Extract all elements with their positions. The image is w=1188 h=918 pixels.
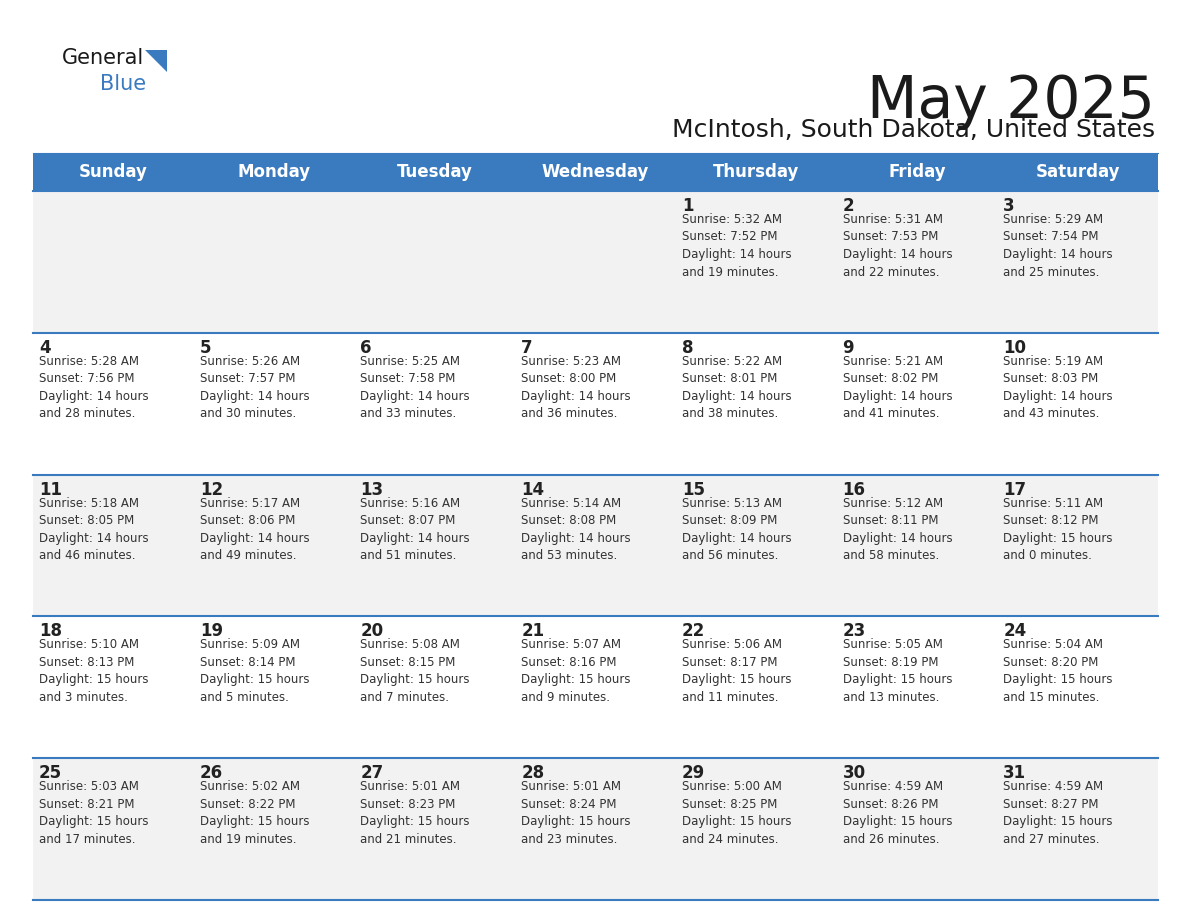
Text: 14: 14 xyxy=(522,481,544,498)
Text: 23: 23 xyxy=(842,622,866,641)
Text: Sunrise: 5:18 AM
Sunset: 8:05 PM
Daylight: 14 hours
and 46 minutes.: Sunrise: 5:18 AM Sunset: 8:05 PM Dayligh… xyxy=(39,497,148,562)
Text: Sunrise: 5:02 AM
Sunset: 8:22 PM
Daylight: 15 hours
and 19 minutes.: Sunrise: 5:02 AM Sunset: 8:22 PM Dayligh… xyxy=(200,780,309,845)
Text: 30: 30 xyxy=(842,764,866,782)
Text: 11: 11 xyxy=(39,481,62,498)
Text: 18: 18 xyxy=(39,622,62,641)
Text: Sunrise: 5:19 AM
Sunset: 8:03 PM
Daylight: 14 hours
and 43 minutes.: Sunrise: 5:19 AM Sunset: 8:03 PM Dayligh… xyxy=(1004,354,1113,420)
Text: 19: 19 xyxy=(200,622,223,641)
Text: 5: 5 xyxy=(200,339,211,357)
Text: Sunrise: 5:04 AM
Sunset: 8:20 PM
Daylight: 15 hours
and 15 minutes.: Sunrise: 5:04 AM Sunset: 8:20 PM Dayligh… xyxy=(1004,638,1113,704)
Text: Sunrise: 5:09 AM
Sunset: 8:14 PM
Daylight: 15 hours
and 5 minutes.: Sunrise: 5:09 AM Sunset: 8:14 PM Dayligh… xyxy=(200,638,309,704)
Text: Sunrise: 5:29 AM
Sunset: 7:54 PM
Daylight: 14 hours
and 25 minutes.: Sunrise: 5:29 AM Sunset: 7:54 PM Dayligh… xyxy=(1004,213,1113,278)
Text: 21: 21 xyxy=(522,622,544,641)
Text: Sunrise: 5:01 AM
Sunset: 8:24 PM
Daylight: 15 hours
and 23 minutes.: Sunrise: 5:01 AM Sunset: 8:24 PM Dayligh… xyxy=(522,780,631,845)
Text: Sunrise: 5:05 AM
Sunset: 8:19 PM
Daylight: 15 hours
and 13 minutes.: Sunrise: 5:05 AM Sunset: 8:19 PM Dayligh… xyxy=(842,638,952,704)
Text: Sunrise: 5:32 AM
Sunset: 7:52 PM
Daylight: 14 hours
and 19 minutes.: Sunrise: 5:32 AM Sunset: 7:52 PM Dayligh… xyxy=(682,213,791,278)
Text: Sunrise: 5:12 AM
Sunset: 8:11 PM
Daylight: 14 hours
and 58 minutes.: Sunrise: 5:12 AM Sunset: 8:11 PM Dayligh… xyxy=(842,497,953,562)
Text: Sunrise: 5:16 AM
Sunset: 8:07 PM
Daylight: 14 hours
and 51 minutes.: Sunrise: 5:16 AM Sunset: 8:07 PM Dayligh… xyxy=(360,497,470,562)
Text: Thursday: Thursday xyxy=(713,163,800,181)
Text: 4: 4 xyxy=(39,339,51,357)
Text: 3: 3 xyxy=(1004,197,1015,215)
Text: 28: 28 xyxy=(522,764,544,782)
Text: 13: 13 xyxy=(360,481,384,498)
Text: Friday: Friday xyxy=(889,163,946,181)
Text: 24: 24 xyxy=(1004,622,1026,641)
Text: 25: 25 xyxy=(39,764,62,782)
Text: Sunrise: 5:10 AM
Sunset: 8:13 PM
Daylight: 15 hours
and 3 minutes.: Sunrise: 5:10 AM Sunset: 8:13 PM Dayligh… xyxy=(39,638,148,704)
Text: Sunrise: 5:06 AM
Sunset: 8:17 PM
Daylight: 15 hours
and 11 minutes.: Sunrise: 5:06 AM Sunset: 8:17 PM Dayligh… xyxy=(682,638,791,704)
Bar xyxy=(33,758,1158,900)
Text: 22: 22 xyxy=(682,622,706,641)
Text: Sunrise: 5:23 AM
Sunset: 8:00 PM
Daylight: 14 hours
and 36 minutes.: Sunrise: 5:23 AM Sunset: 8:00 PM Dayligh… xyxy=(522,354,631,420)
Bar xyxy=(33,616,1158,758)
Bar xyxy=(33,153,1158,191)
Text: Sunrise: 5:08 AM
Sunset: 8:15 PM
Daylight: 15 hours
and 7 minutes.: Sunrise: 5:08 AM Sunset: 8:15 PM Dayligh… xyxy=(360,638,470,704)
Text: 2: 2 xyxy=(842,197,854,215)
Text: Sunrise: 5:00 AM
Sunset: 8:25 PM
Daylight: 15 hours
and 24 minutes.: Sunrise: 5:00 AM Sunset: 8:25 PM Dayligh… xyxy=(682,780,791,845)
Text: 17: 17 xyxy=(1004,481,1026,498)
Bar xyxy=(33,333,1158,475)
Text: 15: 15 xyxy=(682,481,704,498)
Text: Sunrise: 4:59 AM
Sunset: 8:27 PM
Daylight: 15 hours
and 27 minutes.: Sunrise: 4:59 AM Sunset: 8:27 PM Dayligh… xyxy=(1004,780,1113,845)
Text: Sunrise: 5:22 AM
Sunset: 8:01 PM
Daylight: 14 hours
and 38 minutes.: Sunrise: 5:22 AM Sunset: 8:01 PM Dayligh… xyxy=(682,354,791,420)
Text: Wednesday: Wednesday xyxy=(542,163,649,181)
Text: McIntosh, South Dakota, United States: McIntosh, South Dakota, United States xyxy=(672,118,1155,142)
Text: Sunrise: 5:28 AM
Sunset: 7:56 PM
Daylight: 14 hours
and 28 minutes.: Sunrise: 5:28 AM Sunset: 7:56 PM Dayligh… xyxy=(39,354,148,420)
Text: 20: 20 xyxy=(360,622,384,641)
Text: 26: 26 xyxy=(200,764,223,782)
Text: Sunrise: 5:14 AM
Sunset: 8:08 PM
Daylight: 14 hours
and 53 minutes.: Sunrise: 5:14 AM Sunset: 8:08 PM Dayligh… xyxy=(522,497,631,562)
Text: 9: 9 xyxy=(842,339,854,357)
Bar xyxy=(33,475,1158,616)
Bar xyxy=(33,191,1158,333)
Text: Sunrise: 5:17 AM
Sunset: 8:06 PM
Daylight: 14 hours
and 49 minutes.: Sunrise: 5:17 AM Sunset: 8:06 PM Dayligh… xyxy=(200,497,309,562)
Text: General: General xyxy=(62,48,144,68)
Text: 8: 8 xyxy=(682,339,694,357)
Text: Sunrise: 5:26 AM
Sunset: 7:57 PM
Daylight: 14 hours
and 30 minutes.: Sunrise: 5:26 AM Sunset: 7:57 PM Dayligh… xyxy=(200,354,309,420)
Text: 10: 10 xyxy=(1004,339,1026,357)
Text: 27: 27 xyxy=(360,764,384,782)
Text: 12: 12 xyxy=(200,481,223,498)
Text: Blue: Blue xyxy=(100,74,146,94)
Text: Sunrise: 4:59 AM
Sunset: 8:26 PM
Daylight: 15 hours
and 26 minutes.: Sunrise: 4:59 AM Sunset: 8:26 PM Dayligh… xyxy=(842,780,952,845)
Text: 6: 6 xyxy=(360,339,372,357)
Text: Sunrise: 5:31 AM
Sunset: 7:53 PM
Daylight: 14 hours
and 22 minutes.: Sunrise: 5:31 AM Sunset: 7:53 PM Dayligh… xyxy=(842,213,953,278)
Text: Sunrise: 5:11 AM
Sunset: 8:12 PM
Daylight: 15 hours
and 0 minutes.: Sunrise: 5:11 AM Sunset: 8:12 PM Dayligh… xyxy=(1004,497,1113,562)
Text: Tuesday: Tuesday xyxy=(397,163,473,181)
Text: 16: 16 xyxy=(842,481,866,498)
Text: Monday: Monday xyxy=(238,163,310,181)
Polygon shape xyxy=(145,50,168,72)
Text: 31: 31 xyxy=(1004,764,1026,782)
Text: Saturday: Saturday xyxy=(1036,163,1120,181)
Text: 7: 7 xyxy=(522,339,532,357)
Text: 29: 29 xyxy=(682,764,706,782)
Text: 1: 1 xyxy=(682,197,694,215)
Text: Sunday: Sunday xyxy=(78,163,147,181)
Text: May 2025: May 2025 xyxy=(867,73,1155,130)
Text: Sunrise: 5:13 AM
Sunset: 8:09 PM
Daylight: 14 hours
and 56 minutes.: Sunrise: 5:13 AM Sunset: 8:09 PM Dayligh… xyxy=(682,497,791,562)
Text: Sunrise: 5:07 AM
Sunset: 8:16 PM
Daylight: 15 hours
and 9 minutes.: Sunrise: 5:07 AM Sunset: 8:16 PM Dayligh… xyxy=(522,638,631,704)
Text: Sunrise: 5:21 AM
Sunset: 8:02 PM
Daylight: 14 hours
and 41 minutes.: Sunrise: 5:21 AM Sunset: 8:02 PM Dayligh… xyxy=(842,354,953,420)
Text: Sunrise: 5:25 AM
Sunset: 7:58 PM
Daylight: 14 hours
and 33 minutes.: Sunrise: 5:25 AM Sunset: 7:58 PM Dayligh… xyxy=(360,354,470,420)
Text: Sunrise: 5:03 AM
Sunset: 8:21 PM
Daylight: 15 hours
and 17 minutes.: Sunrise: 5:03 AM Sunset: 8:21 PM Dayligh… xyxy=(39,780,148,845)
Text: Sunrise: 5:01 AM
Sunset: 8:23 PM
Daylight: 15 hours
and 21 minutes.: Sunrise: 5:01 AM Sunset: 8:23 PM Dayligh… xyxy=(360,780,470,845)
